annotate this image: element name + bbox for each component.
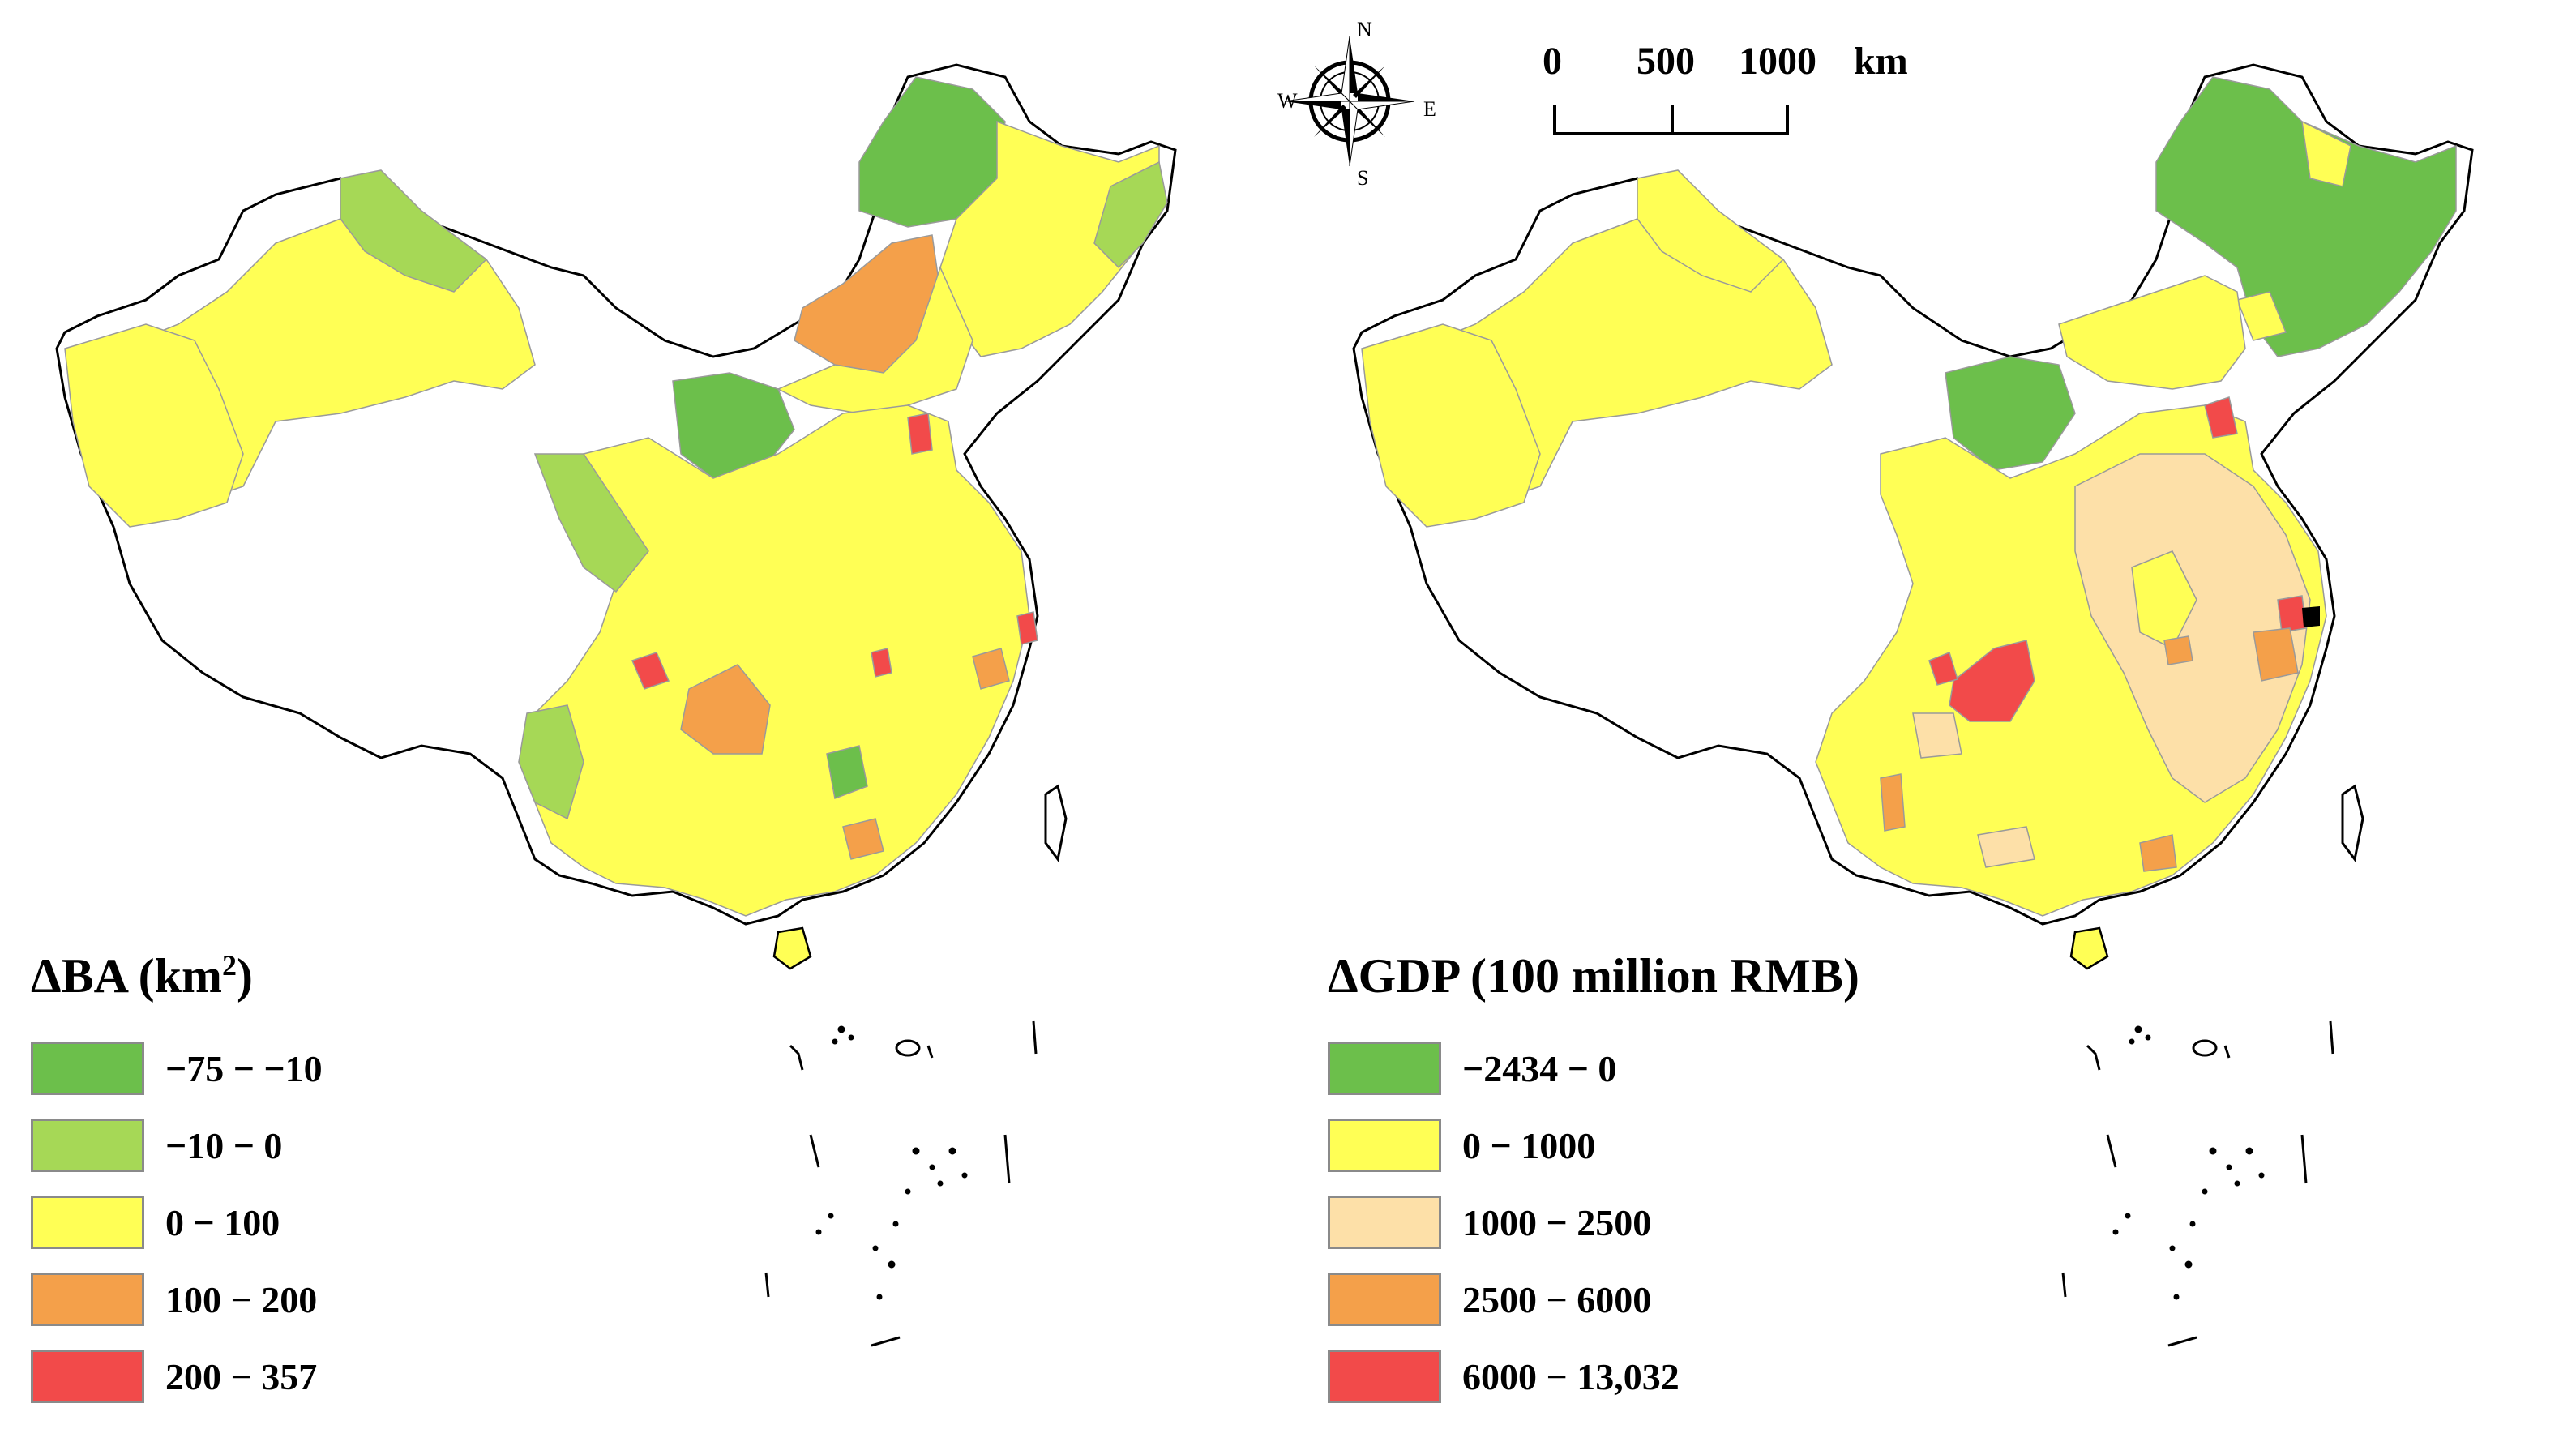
gdp-region-chengdu-red — [1928, 651, 1958, 686]
gdp-legend-swatch-5 — [1328, 1350, 1441, 1403]
ba-taiwan-outline — [1044, 784, 1068, 862]
north-arrow-label-n: N — [1357, 18, 1372, 41]
ba-region-sichuan-orange — [680, 664, 771, 755]
ba-legend-swatch-2 — [31, 1119, 144, 1172]
gdp-south-sea-islands — [2061, 1020, 2334, 1347]
north-arrow-label-s: S — [1357, 166, 1369, 190]
ba-region-gansu-lightgreen — [533, 453, 649, 593]
scale-tick-500: 500 — [1637, 40, 1695, 83]
ba-legend-swatch-4 — [31, 1273, 144, 1326]
ba-region-beijing-red — [907, 413, 933, 455]
ba-region-north-green — [672, 372, 795, 479]
ba-legend-swatch-1 — [31, 1042, 144, 1095]
gdp-legend-label-5: 6000 − 13,032 — [1462, 1355, 1680, 1397]
scale-tick-1000: 1000 — [1739, 40, 1816, 83]
ba-legend-item-2: −10 − 0 — [31, 1119, 282, 1172]
gdp-map — [1352, 63, 2474, 1347]
ba-region-wuhan-red — [871, 648, 892, 678]
gdp-region-northeast-yellow-b — [2236, 291, 2287, 341]
ba-legend: ΔBA (km2) −75 − −10 −10 − 0 0 − 100 100 … — [31, 948, 485, 1403]
scale-unit: km — [1854, 40, 1908, 83]
gdp-region-beijing-red — [2204, 396, 2238, 439]
gdp-legend: ΔGDP (100 million RMB) −2434 − 0 0 − 100… — [1328, 948, 1976, 1403]
gdp-region-east-orange-a — [2253, 627, 2299, 682]
gdp-region-shanghai-red — [2277, 595, 2307, 633]
gdp-region-west-yellow — [1361, 323, 1541, 528]
gdp-legend-swatch-4 — [1328, 1273, 1441, 1326]
gdp-legend-title: ΔGDP (100 million RMB) — [1328, 949, 1859, 1003]
gdp-legend-swatch-3 — [1328, 1196, 1441, 1249]
ba-south-sea-islands — [764, 1020, 1038, 1347]
ba-legend-item-5: 200 − 357 — [31, 1350, 317, 1403]
north-arrow-label-e: E — [1423, 97, 1436, 121]
gdp-legend-item-1: −2434 − 0 — [1328, 1042, 1616, 1095]
north-arrow-label-w: W — [1277, 89, 1298, 113]
ba-legend-title: ΔBA (km2) — [31, 949, 253, 1003]
gdp-legend-label-4: 2500 − 6000 — [1462, 1278, 1652, 1320]
ba-region-hainan — [772, 926, 812, 970]
gdp-legend-label-1: −2434 − 0 — [1462, 1047, 1617, 1089]
ba-legend-label-4: 100 − 200 — [165, 1278, 318, 1320]
ba-region-northeast-lightgreen — [1093, 160, 1168, 269]
gdp-legend-item-4: 2500 − 6000 — [1328, 1273, 1651, 1326]
ba-legend-item-4: 100 − 200 — [31, 1273, 317, 1326]
ba-region-east-orange — [972, 648, 1010, 690]
ba-region-guangxi-green — [826, 745, 868, 800]
ba-legend-item-1: −75 − −10 — [31, 1042, 323, 1095]
gdp-region-south-peach — [1977, 826, 2035, 868]
ba-legend-label-5: 200 − 357 — [165, 1355, 318, 1397]
ba-legend-label-1: −75 − −10 — [165, 1047, 323, 1089]
scale-tick-0: 0 — [1543, 40, 1562, 83]
gdp-legend-label-2: 0 − 1000 — [1462, 1124, 1596, 1166]
gdp-region-xinjiang-north — [1637, 169, 1785, 293]
gdp-taiwan-outline — [2341, 784, 2364, 862]
ba-legend-label-3: 0 − 100 — [165, 1201, 280, 1243]
ba-region-west-yellow — [64, 323, 244, 528]
ba-region-inner-mongolia-yellow — [777, 265, 973, 414]
ba-region-tibet-east-lightgreen — [518, 704, 584, 820]
gdp-region-chongqing-red — [1949, 640, 2035, 722]
gdp-region-hainan — [2069, 926, 2109, 970]
gdp-region-northeast-yellow-a — [2301, 120, 2351, 187]
ba-legend-item-3: 0 − 100 — [31, 1196, 280, 1249]
gdp-legend-item-3: 1000 − 2500 — [1328, 1196, 1651, 1249]
ba-legend-swatch-3 — [31, 1196, 144, 1249]
ba-region-xinjiang-north — [340, 169, 488, 293]
gdp-region-east-orange-b — [2163, 635, 2193, 665]
gdp-region-northeast-green — [2155, 76, 2457, 357]
gdp-region-shanghai-black — [2302, 606, 2320, 627]
gdp-legend-label-3: 1000 − 2500 — [1462, 1201, 1652, 1243]
gdp-legend-item-2: 0 − 1000 — [1328, 1119, 1595, 1172]
scale-bar — [1553, 105, 1789, 135]
gdp-region-east-yellow-patch — [2131, 550, 2197, 650]
gdp-region-inner-mongolia-yellow — [2058, 275, 2246, 390]
gdp-legend-swatch-1 — [1328, 1042, 1441, 1095]
gdp-region-east-peach — [2074, 453, 2311, 803]
gdp-region-north-green — [1945, 356, 2076, 471]
ba-region-shanghai-red — [1016, 611, 1038, 645]
gdp-legend-item-5: 6000 − 13,032 — [1328, 1350, 1680, 1403]
ba-region-central-east — [518, 404, 1030, 917]
gdp-region-south-orange — [2139, 834, 2177, 872]
ba-region-coast-orange — [842, 818, 884, 860]
ba-legend-label-2: −10 − 0 — [165, 1124, 283, 1166]
gdp-region-sw-orange — [1880, 773, 1906, 832]
ba-region-chengdu-red — [631, 652, 670, 690]
ba-map — [55, 63, 1177, 1347]
ba-region-heilongjiang — [858, 76, 1006, 228]
ba-region-northeast-yellow — [939, 120, 1160, 357]
gdp-region-sw-peach — [1912, 712, 1962, 759]
north-arrow — [1284, 36, 1415, 167]
ba-legend-swatch-5 — [31, 1350, 144, 1403]
gdp-legend-swatch-2 — [1328, 1119, 1441, 1172]
